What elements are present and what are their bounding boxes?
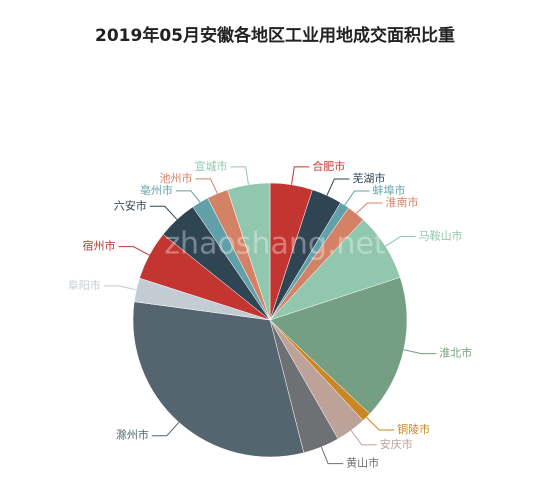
label-line [355, 202, 383, 214]
slice-label: 亳州市 [140, 183, 173, 197]
chart-title: 2019年05月安徽各地区工业用地成交面积比重 [95, 25, 455, 46]
slice-label: 蚌埠市 [373, 183, 406, 197]
label-line [230, 166, 249, 185]
slice-label: 黄山市 [346, 456, 379, 470]
slice-label: 马鞍山市 [419, 229, 463, 243]
slice-label: 合肥市 [312, 159, 345, 173]
label-line [320, 446, 344, 465]
slice-label: 安庆市 [380, 437, 413, 451]
slice-label: 池州市 [160, 171, 193, 185]
slice-label: 宣城市 [195, 159, 228, 173]
label-line [195, 178, 218, 194]
label-line [291, 166, 310, 185]
label-line [326, 178, 350, 196]
label-line [149, 205, 178, 220]
slice-label: 滁州市 [116, 428, 149, 442]
label-line [403, 349, 437, 355]
slice-label: 宿州市 [82, 239, 115, 253]
slice-label: 淮北市 [439, 346, 472, 360]
label-line [175, 190, 201, 203]
label-line [385, 236, 416, 247]
label-line [366, 416, 395, 431]
label-line [103, 285, 137, 291]
label-line [118, 246, 150, 256]
pie-slice [227, 182, 271, 321]
label-line [344, 190, 370, 206]
label-line [350, 430, 377, 446]
watermark: zhaoshang.net [164, 227, 386, 262]
slice-label: 芜湖市 [352, 171, 385, 185]
slice-label: 六安市 [114, 198, 147, 212]
pie-slice [132, 301, 305, 458]
slice-label: 铜陵市 [397, 422, 430, 436]
label-line [151, 421, 180, 437]
slice-label: 阜阳市 [68, 278, 101, 292]
slice-label: 淮南市 [386, 195, 419, 209]
